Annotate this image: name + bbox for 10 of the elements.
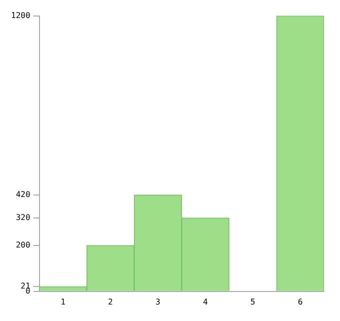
- y-tick-label: 200: [16, 240, 30, 250]
- x-tick-label: 1: [60, 297, 66, 306]
- y-tick-label: 420: [16, 190, 30, 200]
- x-tick-label: 5: [250, 297, 256, 306]
- y-tick-label: 320: [16, 212, 30, 222]
- x-tick-label: 3: [155, 297, 160, 306]
- y-tick-label: 1200: [11, 10, 30, 20]
- x-tick-label: 2: [108, 297, 114, 306]
- x-tick-label: 6: [298, 297, 303, 306]
- x-tick-label: 4: [202, 297, 208, 306]
